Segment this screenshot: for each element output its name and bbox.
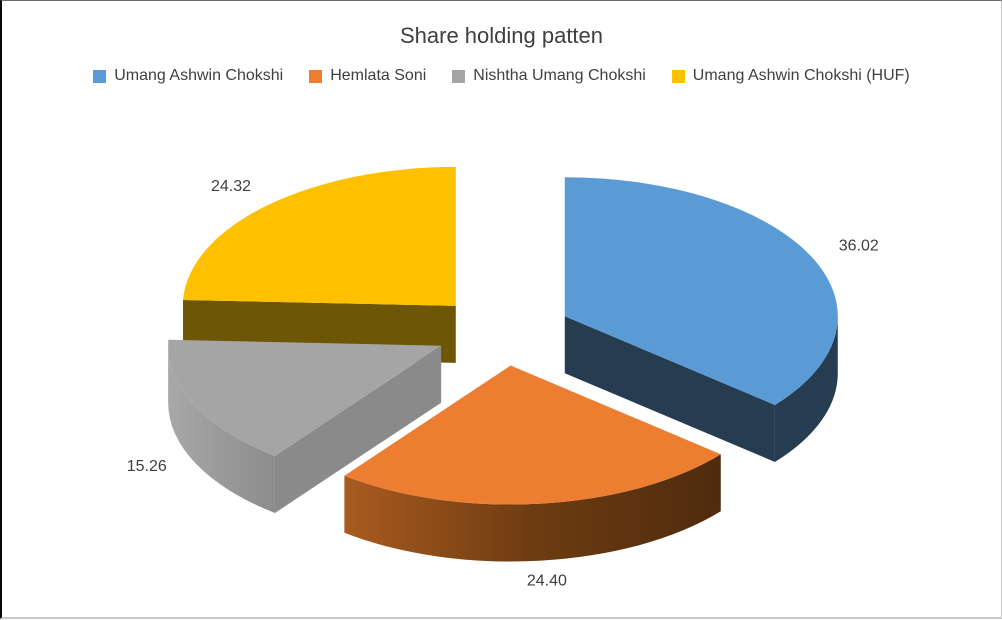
data-label: 24.40 [527, 572, 567, 589]
pie-slice-top [183, 166, 456, 306]
pie-slice-side [564, 316, 775, 462]
pie-slice-rim [344, 454, 721, 562]
pie-slice-rim [774, 316, 838, 462]
legend-swatch-icon [309, 69, 323, 83]
data-label: 24.32 [211, 178, 251, 195]
data-label: 15.26 [127, 458, 167, 475]
data-label: 36.02 [839, 237, 879, 254]
pie-slice-top [344, 365, 721, 505]
chart-title: Share holding patten [399, 23, 604, 48]
legend-label: Umang Ashwin Chokshi (HUF) [692, 67, 910, 84]
pie-slice-top [168, 339, 442, 456]
legend-item-hemlata-soni[interactable]: Hemlata Soni [309, 67, 426, 85]
pie-slice-nishtha-umang-chokshi[interactable] [168, 339, 442, 513]
legend-label: Umang Ashwin Chokshi [114, 67, 284, 84]
legend-item-umang-ashwin-chokshi[interactable]: Umang Ashwin Chokshi [93, 67, 283, 85]
legend-swatch-icon [671, 69, 685, 83]
pie-slice-side [274, 345, 442, 513]
legend-label: Hemlata Soni [330, 67, 427, 84]
legend-swatch-icon [452, 69, 466, 83]
legend-item-umang-ashwin-chokshi-huf[interactable]: Umang Ashwin Chokshi (HUF) [671, 67, 910, 85]
pie-slice-hemlata-soni[interactable] [344, 365, 721, 562]
pie-slice-umang-ashwin-chokshi[interactable] [564, 177, 838, 462]
legend-label: Nishtha Umang Chokshi [473, 67, 646, 84]
pie-slice-umang-ashwin-chokshi-huf[interactable] [183, 166, 456, 363]
legend: Umang Ashwin Chokshi Hemlata Soni Nishtha … [2, 67, 1001, 85]
pie-slice-rim [168, 345, 275, 513]
legend-swatch-icon [93, 69, 107, 83]
pie-slice-top [564, 177, 838, 405]
legend-item-nishtha-umang-chokshi[interactable]: Nishtha Umang Chokshi [452, 67, 646, 85]
